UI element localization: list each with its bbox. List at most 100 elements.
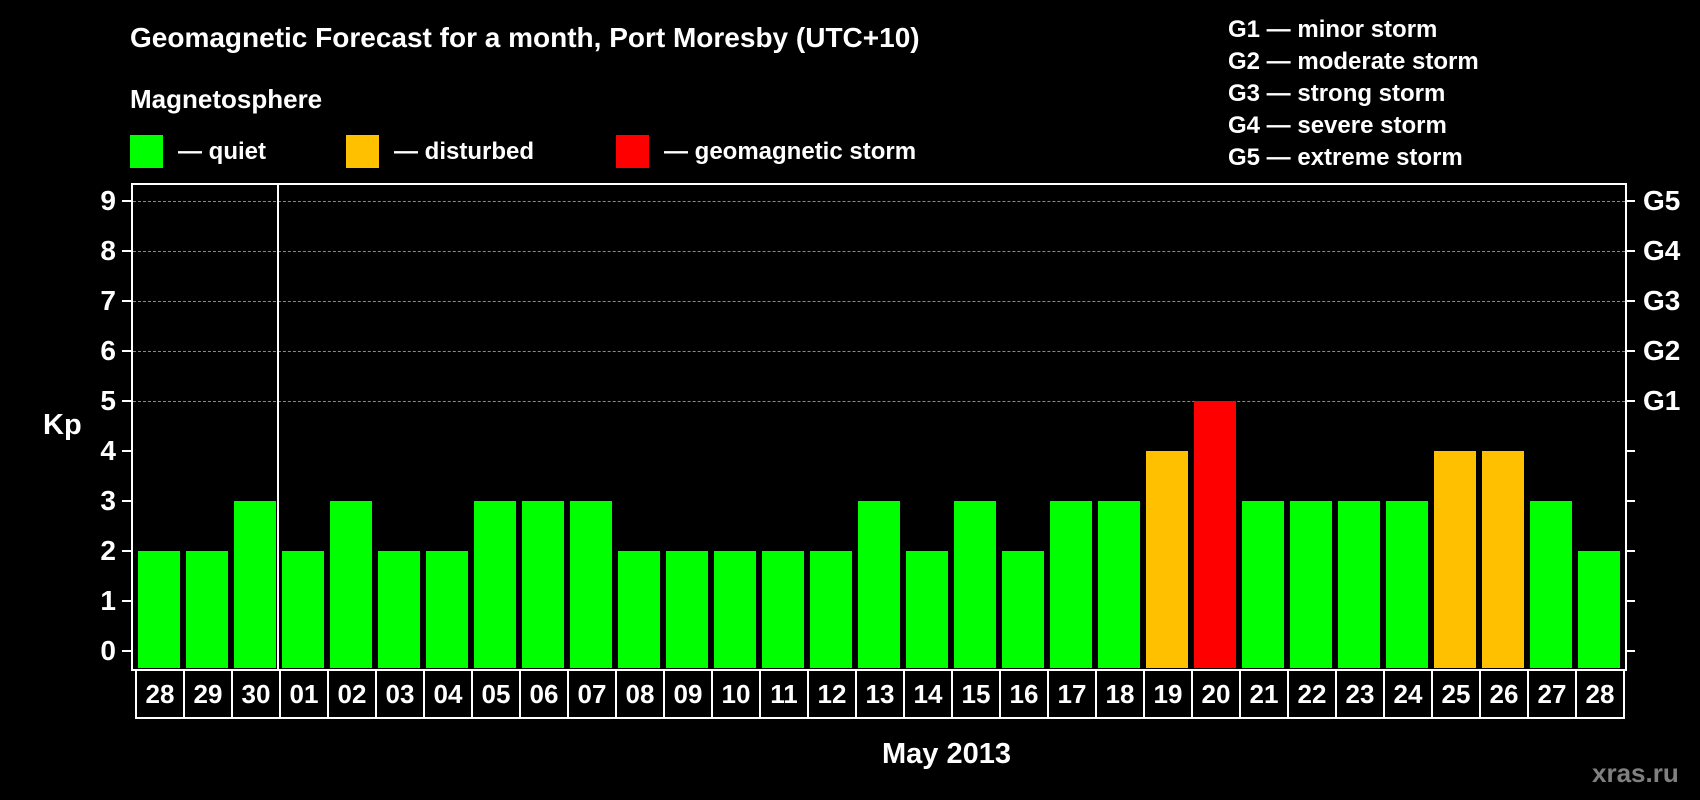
- gridline: [133, 401, 1625, 402]
- date-cell: 24: [1383, 669, 1433, 719]
- date-cell: 18: [1095, 669, 1145, 719]
- right-tick: [1626, 400, 1635, 402]
- kp-bar: [1146, 451, 1188, 668]
- date-cell: 12: [807, 669, 857, 719]
- kp-bar: [954, 501, 996, 668]
- y-tick-label: 6: [100, 335, 116, 366]
- date-cell: 15: [951, 669, 1001, 719]
- legend-item-storm: — geomagnetic storm: [616, 135, 916, 168]
- g2-legend: G2 — moderate storm: [1228, 48, 1479, 75]
- date-cell: 05: [471, 669, 521, 719]
- kp-bar: [618, 551, 660, 668]
- date-cell: 09: [663, 669, 713, 719]
- date-cell: 25: [1431, 669, 1481, 719]
- y-tick: [122, 650, 131, 652]
- storm-swatch-icon: [616, 135, 649, 168]
- kp-bar: [522, 501, 564, 668]
- kp-bar: [282, 551, 324, 668]
- right-tick: [1626, 500, 1635, 502]
- date-cell: 16: [999, 669, 1049, 719]
- g-scale-label: G4: [1643, 235, 1681, 266]
- kp-bar: [858, 501, 900, 668]
- y-tick-label: 7: [100, 285, 116, 316]
- right-tick: [1626, 650, 1635, 652]
- chart-title: Geomagnetic Forecast for a month, Port M…: [130, 22, 920, 53]
- kp-bar: [1290, 501, 1332, 668]
- date-cell: 13: [855, 669, 905, 719]
- g-scale-label: G5: [1643, 185, 1681, 216]
- right-tick: [1626, 550, 1635, 552]
- kp-bar: [330, 501, 372, 668]
- right-tick: [1626, 450, 1635, 452]
- date-cell: 28: [135, 669, 185, 719]
- date-cell: 01: [279, 669, 329, 719]
- y-tick: [122, 500, 131, 502]
- kp-bar: [1338, 501, 1380, 668]
- kp-bar: [138, 551, 180, 668]
- date-cell: 04: [423, 669, 473, 719]
- date-cell: 02: [327, 669, 377, 719]
- legend-label: — quiet: [178, 138, 266, 165]
- g4-legend: G4 — severe storm: [1228, 112, 1447, 139]
- kp-bar: [1434, 451, 1476, 668]
- legend-label: — disturbed: [394, 138, 535, 165]
- right-tick: [1626, 350, 1635, 352]
- y-tick: [122, 300, 131, 302]
- gridline: [133, 251, 1625, 252]
- date-cell: 03: [375, 669, 425, 719]
- date-cell: 21: [1239, 669, 1289, 719]
- g1-legend: G1 — minor storm: [1228, 16, 1438, 43]
- date-cell: 08: [615, 669, 665, 719]
- legend-item-quiet: — quiet: [130, 135, 266, 168]
- y-tick: [122, 450, 131, 452]
- kp-bar: [1530, 501, 1572, 668]
- right-tick: [1626, 300, 1635, 302]
- legend-item-disturbed: — disturbed: [346, 135, 534, 168]
- date-cell: 20: [1191, 669, 1241, 719]
- y-tick-label: 8: [100, 235, 116, 266]
- date-axis: 28 29 30 01 02 03 04 05 06 07 08 09 10 11 12 13 14 15 16 17…: [135, 669, 1625, 719]
- storm-scale-legend: G1 — minor storm G2 — moderate storm G3 …: [1228, 14, 1479, 174]
- kp-bar: [474, 501, 516, 668]
- y-tick: [122, 350, 131, 352]
- date-cell: 17: [1047, 669, 1097, 719]
- right-tick: [1626, 250, 1635, 252]
- kp-bar: [1482, 451, 1524, 668]
- date-cell: 14: [903, 669, 953, 719]
- kp-bar: [762, 551, 804, 668]
- g5-legend: G5 — extreme storm: [1228, 144, 1463, 171]
- kp-bar: [1578, 551, 1620, 668]
- right-tick: [1626, 600, 1635, 602]
- kp-bar: [378, 551, 420, 668]
- date-cell: 22: [1287, 669, 1337, 719]
- kp-bar: [1194, 401, 1236, 668]
- date-cell: 29: [183, 669, 233, 719]
- g-scale-label: G1: [1643, 385, 1681, 416]
- y-tick-label: 4: [100, 435, 116, 466]
- kp-bar: [714, 551, 756, 668]
- date-cell: 19: [1143, 669, 1193, 719]
- y-tick-label: 5: [100, 385, 116, 416]
- kp-bar: [666, 551, 708, 668]
- legend-title: Magnetosphere: [130, 84, 323, 114]
- y-tick: [122, 550, 131, 552]
- kp-bar: [1386, 501, 1428, 668]
- date-cell: 30: [231, 669, 281, 719]
- gridline: [133, 201, 1625, 202]
- date-cell: 07: [567, 669, 617, 719]
- date-cell: 11: [759, 669, 809, 719]
- site-credit: xras.ru: [1592, 758, 1679, 788]
- date-cell: 06: [519, 669, 569, 719]
- kp-bar: [1098, 501, 1140, 668]
- y-tick-label: 3: [100, 485, 116, 516]
- kp-bar: [1050, 501, 1092, 668]
- y-tick: [122, 600, 131, 602]
- y-tick: [122, 200, 131, 202]
- x-axis-label: May 2013: [882, 738, 1011, 770]
- kp-bar: [186, 551, 228, 668]
- date-cell: 23: [1335, 669, 1385, 719]
- kp-bar: [810, 551, 852, 668]
- right-tick: [1626, 200, 1635, 202]
- y-tick: [122, 400, 131, 402]
- g3-legend: G3 — strong storm: [1228, 80, 1446, 107]
